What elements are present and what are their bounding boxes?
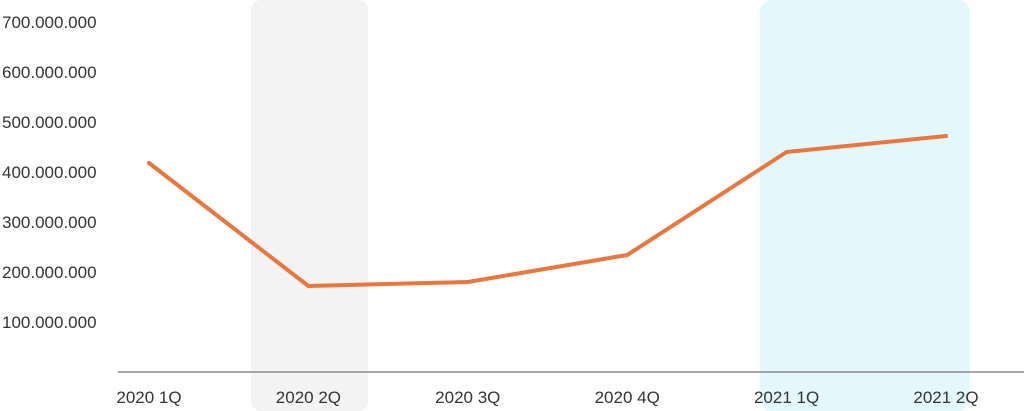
data-point-2021-2q xyxy=(944,134,948,138)
x-tick-label: 2021 2Q xyxy=(913,388,978,407)
x-tick-label: 2020 3Q xyxy=(435,388,500,407)
data-point-2020-4q xyxy=(625,253,630,257)
highlight-bands xyxy=(251,0,970,411)
highlight-band-2020-2q xyxy=(251,0,368,411)
data-point-2020-2q xyxy=(306,284,311,288)
y-tick-label: 600.000.000 xyxy=(2,63,97,82)
x-tick-label: 2020 1Q xyxy=(116,388,181,407)
data-point-2020-3q xyxy=(465,280,470,284)
y-tick-label: 400.000.000 xyxy=(2,163,97,182)
data-point-2020-1q xyxy=(147,161,151,165)
x-tick-label: 2020 2Q xyxy=(276,388,341,407)
series-line xyxy=(147,134,948,288)
x-tick-label: 2020 4Q xyxy=(595,388,660,407)
y-tick-label: 700.000.000 xyxy=(2,13,97,32)
y-tick-label: 200.000.000 xyxy=(2,263,97,282)
data-point-2021-1q xyxy=(784,150,789,154)
x-axis-tick-labels: 2020 1Q 2020 2Q 2020 3Q 2020 4Q 2021 1Q 2021 … xyxy=(116,388,978,407)
highlight-band-2021 xyxy=(760,0,970,411)
y-tick-label: 500.000.000 xyxy=(2,113,97,132)
y-tick-label: 100.000.000 xyxy=(2,313,97,332)
x-tick-label: 2021 1Q xyxy=(754,388,819,407)
series-points xyxy=(147,134,948,288)
y-tick-label: 300.000.000 xyxy=(2,213,97,232)
y-axis-tick-labels: 100.000.000 200.000.000 300.000.000 400.000… xyxy=(2,13,97,332)
